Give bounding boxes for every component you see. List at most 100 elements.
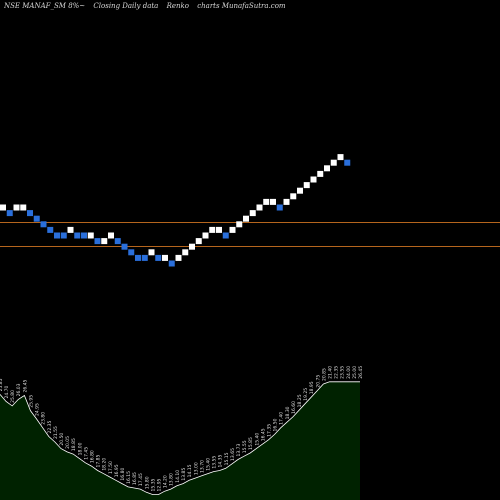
value-label-49: 18.25 — [297, 394, 303, 407]
value-label-9: 21.55 — [53, 426, 59, 439]
value-label-48: 16.60 — [291, 401, 297, 414]
renko-brick-30 — [202, 232, 209, 239]
value-label-29: 14.10 — [175, 470, 181, 483]
renko-brick-31 — [209, 226, 216, 233]
chart-header: NSE MANAF_SM 8%~ Closing Daily data Renk… — [4, 2, 494, 10]
renko-brick-0 — [0, 204, 6, 211]
close-area-line — [0, 381, 360, 495]
value-label-20: 16.80 — [120, 468, 126, 481]
renko-brick-46 — [310, 176, 317, 183]
renko-brick-6 — [40, 221, 47, 228]
value-label-54: 21.40 — [328, 366, 334, 379]
value-label-44: 17.35 — [267, 424, 273, 437]
renko-brick-16 — [108, 232, 114, 239]
value-label-39: 13.73 — [236, 444, 242, 457]
renko-brick-20 — [135, 254, 141, 261]
value-label-3: 26.03 — [16, 383, 22, 396]
renko-brick-21 — [141, 254, 148, 261]
renko-brick-32 — [216, 226, 222, 233]
value-label-36: 14.35 — [218, 455, 224, 468]
value-label-55: 22.35 — [334, 366, 340, 379]
renko-brick-13 — [87, 232, 94, 239]
renko-brick-47 — [317, 170, 324, 177]
value-label-1: 24.70 — [4, 385, 10, 398]
value-label-10: 20.50 — [59, 433, 65, 446]
symbol-label: NSE MANAF_SM 8%~ — [4, 2, 86, 10]
value-label-38: 13.65 — [230, 448, 236, 461]
value-label-31: 14.15 — [187, 464, 193, 477]
value-label-18: 17.50 — [108, 461, 114, 474]
renko-brick-24 — [162, 254, 168, 261]
value-label-33: 13.70 — [199, 460, 205, 473]
value-label-28: 13.80 — [169, 473, 175, 486]
renko-brick-48 — [324, 165, 330, 172]
value-label-7: 23.80 — [41, 412, 47, 425]
renko-brick-1 — [6, 210, 13, 217]
value-label-8: 22.35 — [47, 420, 53, 433]
value-label-46: 17.40 — [279, 412, 285, 425]
value-label-30: 13.85 — [181, 468, 187, 481]
value-label-35: 13.55 — [212, 456, 218, 469]
value-label-26: 12.95 — [157, 478, 163, 491]
renko-brick-45 — [303, 182, 310, 189]
value-label-50: 19.25 — [303, 388, 309, 401]
renko-brick-36 — [243, 215, 249, 222]
value-label-2: 25.80 — [10, 390, 16, 403]
renko-brick-9 — [60, 232, 67, 239]
value-label-47: 18.30 — [285, 406, 291, 419]
value-label-58: 25.00 — [352, 366, 358, 379]
value-label-14: 17.45 — [83, 447, 89, 460]
chart-type-label: Renko — [166, 2, 189, 10]
value-label-57: 24.00 — [346, 366, 352, 379]
renko-brick-4 — [27, 210, 33, 217]
value-label-51: 18.95 — [309, 381, 315, 394]
renko-brick-12 — [81, 232, 87, 239]
renko-brick-50 — [337, 154, 344, 161]
value-label-42: 15.40 — [254, 433, 260, 446]
value-label-0: 25.85 — [0, 378, 4, 391]
value-label-11: 20.05 — [65, 436, 71, 449]
renko-brick-25 — [168, 260, 175, 267]
renko-brick-29 — [195, 238, 202, 245]
value-label-27: 14.20 — [163, 475, 169, 488]
renko-brick-42 — [283, 198, 290, 205]
renko-brick-23 — [155, 254, 162, 261]
renko-brick-41 — [276, 204, 283, 211]
value-label-6: 24.95 — [35, 403, 41, 416]
value-label-41: 15.85 — [248, 437, 254, 450]
value-label-45: 16.50 — [273, 418, 279, 431]
renko-brick-7 — [47, 226, 54, 233]
value-label-53: 20.85 — [321, 368, 327, 381]
renko-brick-22 — [148, 249, 155, 256]
renko-brick-26 — [175, 254, 182, 261]
renko-brick-49 — [330, 159, 337, 166]
renko-brick-40 — [270, 198, 276, 205]
value-label-56: 23.55 — [340, 366, 346, 379]
renko-brick-11 — [74, 232, 81, 239]
renko-brick-19 — [128, 249, 135, 256]
renko-brick-43 — [290, 193, 297, 200]
renko-brick-44 — [297, 187, 303, 194]
value-label-23: 17.45 — [138, 473, 144, 486]
value-label-34: 15.40 — [206, 458, 212, 471]
value-label-37: 15.15 — [224, 452, 230, 465]
renko-brick-15 — [101, 238, 108, 245]
site-credit: charts MunafaSutra.com — [197, 2, 286, 10]
renko-brick-2 — [13, 204, 20, 211]
value-label-25: 15.35 — [151, 478, 157, 491]
close-area-fill — [0, 381, 360, 500]
value-label-43: 16.45 — [260, 428, 266, 441]
renko-brick-33 — [222, 232, 229, 239]
renko-brick-37 — [249, 210, 256, 217]
value-label-52: 20.75 — [315, 375, 321, 388]
value-label-32: 13.00 — [193, 462, 199, 475]
value-label-12: 18.85 — [71, 438, 77, 451]
value-label-40: 15.55 — [242, 440, 248, 453]
renko-brick-17 — [114, 238, 121, 245]
value-label-22: 16.85 — [132, 472, 138, 485]
renko-brick-8 — [54, 232, 60, 239]
renko-brick-5 — [33, 215, 40, 222]
value-label-16: 17.85 — [96, 454, 102, 467]
renko-brick-10 — [67, 226, 74, 233]
